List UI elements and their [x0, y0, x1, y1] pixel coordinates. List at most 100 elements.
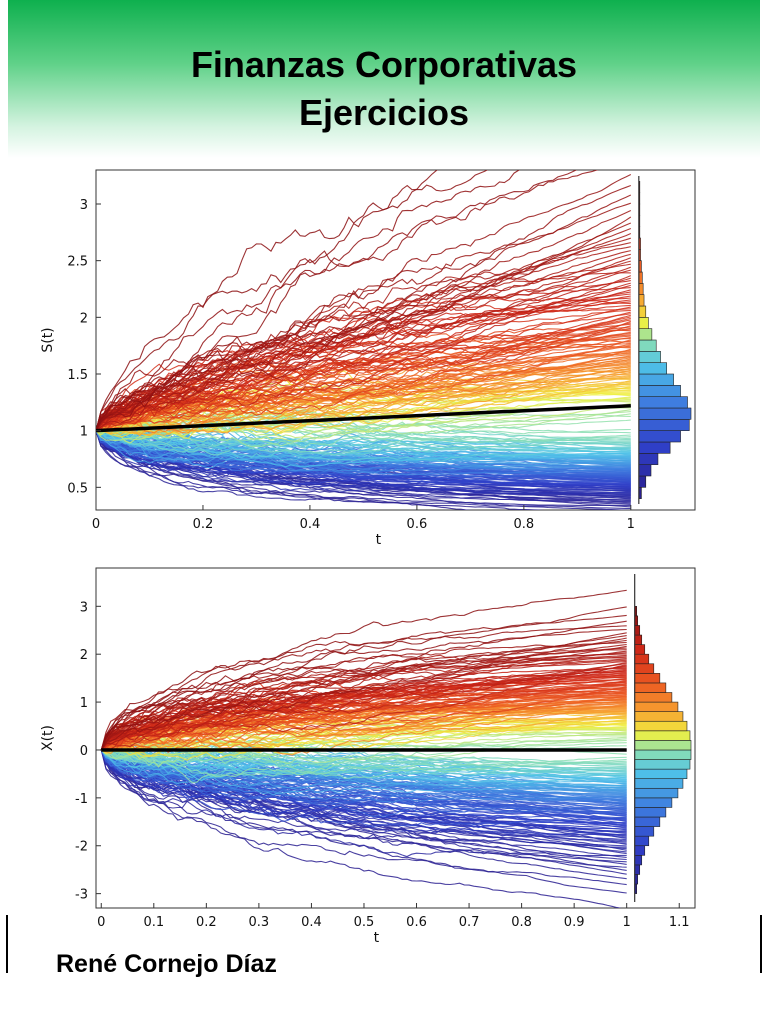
sample-path	[100, 639, 627, 751]
sample-path	[96, 277, 631, 432]
sample-path	[100, 661, 627, 751]
y-tick-label: 3	[80, 600, 88, 615]
histogram-bar	[634, 845, 646, 856]
histogram-bar	[638, 475, 647, 488]
histogram-bar	[634, 720, 688, 732]
sample-path	[96, 430, 631, 492]
histogram-bar	[634, 787, 679, 799]
sample-path	[100, 749, 627, 833]
sample-path	[100, 749, 627, 836]
y-tick-label: -1	[75, 792, 88, 807]
sample-path	[100, 620, 627, 751]
sample-path	[96, 430, 631, 462]
histogram-bar	[634, 759, 691, 770]
sample-path	[96, 202, 631, 431]
sample-path	[96, 371, 631, 432]
x-tick-label: 0.9	[564, 915, 585, 930]
sample-path	[96, 376, 631, 436]
sample-path	[96, 398, 631, 437]
sample-path	[100, 749, 627, 871]
sample-path	[96, 409, 631, 435]
sample-path	[96, 170, 489, 431]
stock-price-paths-chart: 0 0.2 0.4 0.6 0.8 1 0.5 1 1.5 2 2.5 3 t S(t)	[40, 169, 696, 548]
sample-path	[100, 606, 627, 751]
x-axis-label: t	[376, 532, 382, 548]
sample-path	[101, 749, 627, 780]
histogram-bar	[638, 373, 674, 386]
sample-path	[100, 625, 627, 751]
y-tick-label: 3	[80, 198, 88, 213]
histogram-bar	[638, 453, 659, 465]
sample-path	[101, 747, 627, 776]
x-tick-label: 0.4	[301, 915, 322, 930]
sample-path	[96, 170, 520, 431]
x-tick-label: 1	[623, 915, 631, 930]
sample-path	[96, 184, 631, 431]
sample-path	[100, 704, 627, 751]
histogram-bar	[638, 294, 645, 307]
y-tick-label: 1	[80, 425, 88, 440]
page-subtitle: Ejercicios	[298, 92, 470, 133]
sample-path	[96, 430, 631, 462]
histogram-bar	[634, 807, 667, 818]
sample-path	[100, 749, 627, 796]
histogram-bar	[634, 835, 650, 847]
sample-path	[100, 681, 627, 751]
x-tick-label: 0.6	[407, 517, 428, 532]
x-tick-label: 1	[627, 517, 635, 532]
brownian-paths-chart: 0 0.1 0.2 0.3 0.4 0.5 0.6 0.7 0.8 0.9 1 1.1 -3 -2 -1 0 1…	[40, 567, 696, 946]
sample-path	[96, 402, 631, 444]
histogram-bar	[634, 711, 684, 722]
sample-path	[100, 704, 627, 756]
histogram-bar	[634, 740, 692, 751]
sample-path	[96, 275, 632, 431]
y-axis-label: S(t)	[40, 327, 56, 352]
sample-path	[100, 749, 627, 858]
sample-path	[96, 430, 631, 475]
x-tick-label: 0.6	[406, 915, 427, 930]
sample-path	[101, 749, 627, 767]
y-tick-label: 1	[80, 696, 88, 711]
sample-path	[96, 429, 631, 468]
x-tick-label: 0.7	[459, 915, 480, 930]
histogram-bar	[638, 385, 681, 397]
sample-path	[100, 738, 627, 768]
histogram-bar	[634, 625, 641, 636]
sample-path	[100, 700, 627, 751]
right-divider-line	[760, 915, 762, 973]
histogram-bar	[634, 653, 650, 665]
sample-path	[100, 652, 627, 751]
title-banner: Finanzas Corporativas Ejercicios	[8, 0, 760, 158]
sample-path	[96, 306, 631, 432]
histogram-bar	[638, 419, 690, 431]
histogram-bar	[638, 317, 649, 329]
sample-path	[100, 635, 627, 751]
sample-path	[96, 257, 632, 432]
sample-path	[96, 369, 631, 431]
histogram-bar	[638, 407, 692, 420]
sample-path	[100, 739, 627, 760]
histogram-bar	[634, 692, 673, 703]
sample-path	[100, 664, 627, 751]
sample-path	[96, 429, 631, 461]
histogram-bar	[634, 730, 691, 741]
sample-path	[96, 170, 578, 431]
histogram-bar	[634, 673, 661, 684]
sample-path	[96, 368, 631, 434]
sample-path	[96, 430, 547, 510]
histogram-bar	[638, 339, 657, 352]
sample-path	[96, 430, 473, 510]
author-name: René Cornejo Díaz	[56, 950, 277, 978]
sample-path	[96, 210, 632, 431]
sample-path	[96, 269, 631, 431]
sample-path	[96, 322, 631, 432]
x-tick-label: 0.3	[249, 915, 270, 930]
histogram-bar	[638, 396, 688, 409]
histogram-bar	[638, 305, 647, 318]
x-axis-label: t	[374, 930, 380, 946]
x-tick-label: 0.8	[514, 517, 535, 532]
y-tick-label: -2	[75, 840, 88, 855]
sample-path	[96, 426, 631, 456]
sample-path	[96, 430, 631, 497]
x-tick-label: 0	[97, 915, 105, 930]
